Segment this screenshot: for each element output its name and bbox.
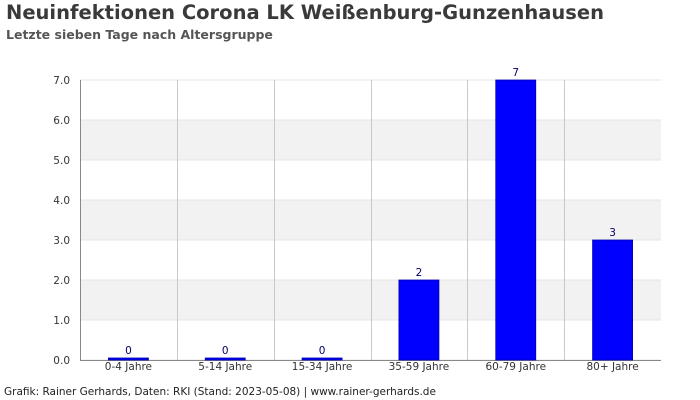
y-tick-label: 4.0 [53, 195, 70, 207]
value-label: 0 [125, 345, 132, 357]
grid-band [80, 120, 661, 160]
x-tick-label: 0-4 Jahre [105, 361, 152, 373]
bar [495, 79, 537, 361]
bar [108, 357, 149, 361]
value-label: 0 [319, 345, 326, 357]
bar [398, 279, 440, 361]
y-tick-label: 5.0 [53, 155, 70, 167]
grid-band [80, 280, 661, 320]
y-tick-label: 2.0 [53, 275, 70, 287]
y-tick-label: 3.0 [53, 235, 70, 247]
bar [204, 357, 246, 361]
bar [592, 239, 633, 361]
grid-band [80, 200, 661, 240]
value-label: 3 [609, 227, 616, 239]
value-labels: 0 0 0 2 7 3 [125, 67, 616, 357]
x-tick-label: 80+ Jahre [586, 361, 638, 373]
x-tick-label: 60-79 Jahre [485, 361, 546, 373]
background-bands [80, 79, 661, 361]
y-tick-labels: 0.0 1.0 2.0 3.0 4.0 5.0 6.0 7.0 [53, 75, 70, 367]
y-tick-label: 0.0 [53, 355, 70, 367]
value-label: 2 [416, 267, 423, 279]
axes [80, 80, 661, 361]
x-tick-label: 5-14 Jahre [198, 361, 252, 373]
source-footer: Grafik: Rainer Gerhards, Daten: RKI (Sta… [4, 386, 436, 398]
y-tick-label: 6.0 [53, 115, 70, 127]
x-tick-label: 15-34 Jahre [292, 361, 353, 373]
bars [108, 79, 633, 361]
value-label: 7 [512, 67, 519, 79]
x-tick-labels: 0-4 Jahre 5-14 Jahre 15-34 Jahre 35-59 Jahr… [105, 361, 639, 373]
chart-title: Neuinfektionen Corona LK Weißenburg-Gunz… [6, 1, 604, 24]
bar [301, 357, 343, 361]
vertical-gridlines [177, 80, 565, 360]
y-tick-label: 1.0 [53, 315, 70, 327]
value-label: 0 [222, 345, 229, 357]
chart-subtitle: Letzte sieben Tage nach Altersgruppe [6, 27, 273, 42]
x-tick-label: 35-59 Jahre [389, 361, 450, 373]
y-tick-label: 7.0 [53, 75, 70, 87]
